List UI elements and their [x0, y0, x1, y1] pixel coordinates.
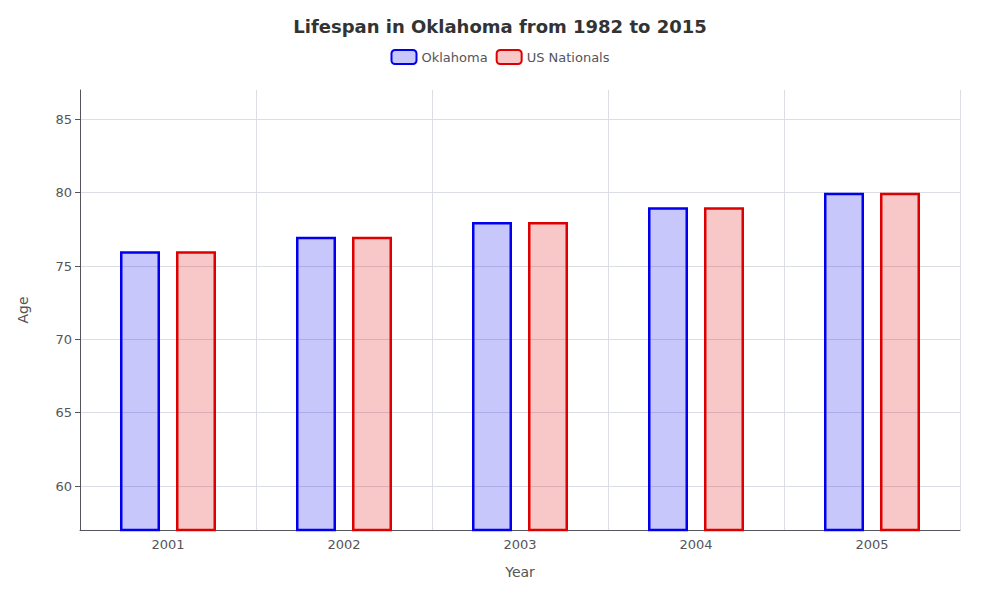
svg-text:85: 85: [55, 112, 72, 127]
svg-text:80: 80: [55, 185, 72, 200]
svg-text:2004: 2004: [679, 537, 712, 552]
svg-text:2003: 2003: [503, 537, 536, 552]
svg-text:Age: Age: [15, 296, 31, 323]
svg-text:60: 60: [55, 479, 72, 494]
svg-text:Oklahoma: Oklahoma: [421, 50, 487, 65]
svg-text:US Nationals: US Nationals: [527, 50, 610, 65]
svg-text:Lifespan in Oklahoma from 1982: Lifespan in Oklahoma from 1982 to 2015: [293, 16, 707, 37]
svg-text:70: 70: [55, 332, 72, 347]
svg-text:65: 65: [55, 405, 72, 420]
svg-text:2001: 2001: [151, 537, 184, 552]
svg-text:Year: Year: [504, 564, 535, 580]
svg-text:2002: 2002: [327, 537, 360, 552]
svg-text:2005: 2005: [855, 537, 888, 552]
svg-text:75: 75: [55, 259, 72, 274]
